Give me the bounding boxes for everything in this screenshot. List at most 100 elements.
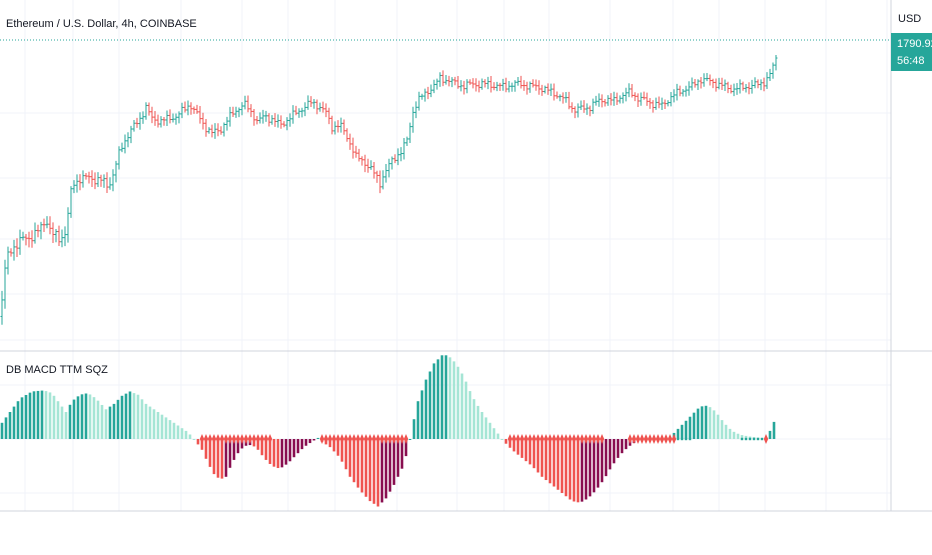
histogram-bar xyxy=(444,355,448,439)
histogram-bar xyxy=(472,399,476,439)
histogram-bar xyxy=(164,417,168,439)
histogram-bar xyxy=(420,390,424,439)
histogram-bar xyxy=(516,439,520,455)
histogram-bar xyxy=(92,397,96,439)
histogram-bar xyxy=(304,439,308,446)
last-price-label: 1790.92 xyxy=(897,38,932,50)
histogram-bar xyxy=(732,431,736,439)
histogram-bar xyxy=(120,395,124,439)
histogram-bar xyxy=(552,439,556,487)
squeeze-on-dot xyxy=(227,434,233,444)
histogram-bar xyxy=(124,393,128,439)
histogram-bar xyxy=(84,393,88,439)
squeeze-on-dot xyxy=(595,434,601,444)
histogram-bar xyxy=(196,439,200,445)
histogram-bar xyxy=(380,439,384,503)
histogram-bar xyxy=(688,416,692,439)
histogram-bar xyxy=(128,391,132,439)
histogram-bar xyxy=(496,433,500,439)
histogram-bar xyxy=(728,428,732,439)
squeeze-on-dot xyxy=(207,434,213,444)
squeeze-on-dot xyxy=(547,434,553,444)
squeeze-on-dot xyxy=(763,434,769,444)
indicator-title: DB MACD TTM SQZ xyxy=(6,364,108,376)
squeeze-on-dot xyxy=(255,434,261,444)
histogram-bar xyxy=(556,439,560,490)
squeeze-on-dot xyxy=(211,434,217,444)
histogram-bar xyxy=(624,439,628,450)
histogram-bar xyxy=(72,399,76,439)
squeeze-on-dot xyxy=(399,434,405,444)
histogram-bar xyxy=(720,420,724,439)
squeeze-off-dot xyxy=(676,437,680,441)
squeeze-on-dot xyxy=(219,434,225,444)
price-chart-title: Ethereum / U.S. Dollar, 4h, COINBASE xyxy=(6,18,197,30)
histogram-bar xyxy=(76,396,80,439)
histogram-bar xyxy=(588,439,592,497)
squeeze-off-dot xyxy=(752,437,756,441)
histogram-bar xyxy=(572,439,576,502)
histogram-bar xyxy=(208,439,212,467)
squeeze-on-dot xyxy=(507,434,513,444)
histogram-bar xyxy=(620,439,624,454)
histogram-bar xyxy=(348,439,352,477)
histogram-bar xyxy=(116,399,120,439)
squeeze-on-dot xyxy=(583,434,589,444)
histogram-bar xyxy=(772,421,776,439)
histogram-bar xyxy=(604,439,608,477)
histogram-bar xyxy=(228,439,232,468)
histogram-bar xyxy=(716,414,720,439)
histogram-bar xyxy=(484,417,488,439)
histogram-bar xyxy=(364,439,368,497)
squeeze-on-dot xyxy=(235,434,241,444)
histogram-bar xyxy=(436,359,440,439)
histogram-bar xyxy=(520,439,524,458)
histogram-bar xyxy=(4,417,8,439)
squeeze-on-dot xyxy=(535,434,541,444)
histogram-bar xyxy=(680,424,684,439)
histogram-bar xyxy=(204,439,208,459)
squeeze-on-dot xyxy=(511,434,517,444)
histogram-bar xyxy=(296,439,300,454)
histogram-bar xyxy=(740,435,744,439)
histogram-bar xyxy=(560,439,564,493)
histogram-bar xyxy=(332,439,336,452)
histogram-bar xyxy=(468,391,472,439)
squeeze-on-dot xyxy=(339,434,345,444)
histogram-bar xyxy=(172,422,176,439)
histogram-bar xyxy=(392,439,396,485)
squeeze-on-dot xyxy=(251,434,257,444)
squeeze-on-dot xyxy=(359,434,365,444)
squeeze-on-dot xyxy=(571,434,577,444)
histogram-bar xyxy=(216,439,220,478)
squeeze-on-dot xyxy=(599,434,605,444)
histogram-bar xyxy=(148,406,152,439)
histogram-bar xyxy=(272,439,276,467)
histogram-bar xyxy=(132,393,136,439)
squeeze-on-dot xyxy=(663,434,669,444)
histogram-bar xyxy=(256,439,260,450)
squeeze-on-dot xyxy=(263,434,269,444)
histogram-bar xyxy=(376,439,380,507)
histogram-bar xyxy=(676,428,680,439)
histogram-bar xyxy=(144,403,148,439)
histogram-bar xyxy=(396,439,400,477)
squeeze-on-dot xyxy=(343,434,349,444)
histogram-bar xyxy=(100,404,104,439)
histogram-bar xyxy=(224,439,228,477)
squeeze-on-dot xyxy=(655,434,661,444)
histogram-bar xyxy=(336,439,340,456)
histogram-bar xyxy=(168,420,172,439)
histogram-bar xyxy=(48,392,52,439)
histogram-bar xyxy=(600,439,604,483)
squeeze-on-dot xyxy=(643,434,649,444)
histogram-bar xyxy=(416,401,420,439)
squeeze-on-dot xyxy=(215,434,221,444)
histogram-bar xyxy=(156,412,160,439)
histogram-bar xyxy=(580,439,584,502)
currency-label: USD xyxy=(898,13,921,25)
histogram-bar xyxy=(64,412,68,439)
histogram-bar xyxy=(400,439,404,469)
squeeze-on-dot xyxy=(319,434,325,444)
squeeze-on-dot xyxy=(591,434,597,444)
